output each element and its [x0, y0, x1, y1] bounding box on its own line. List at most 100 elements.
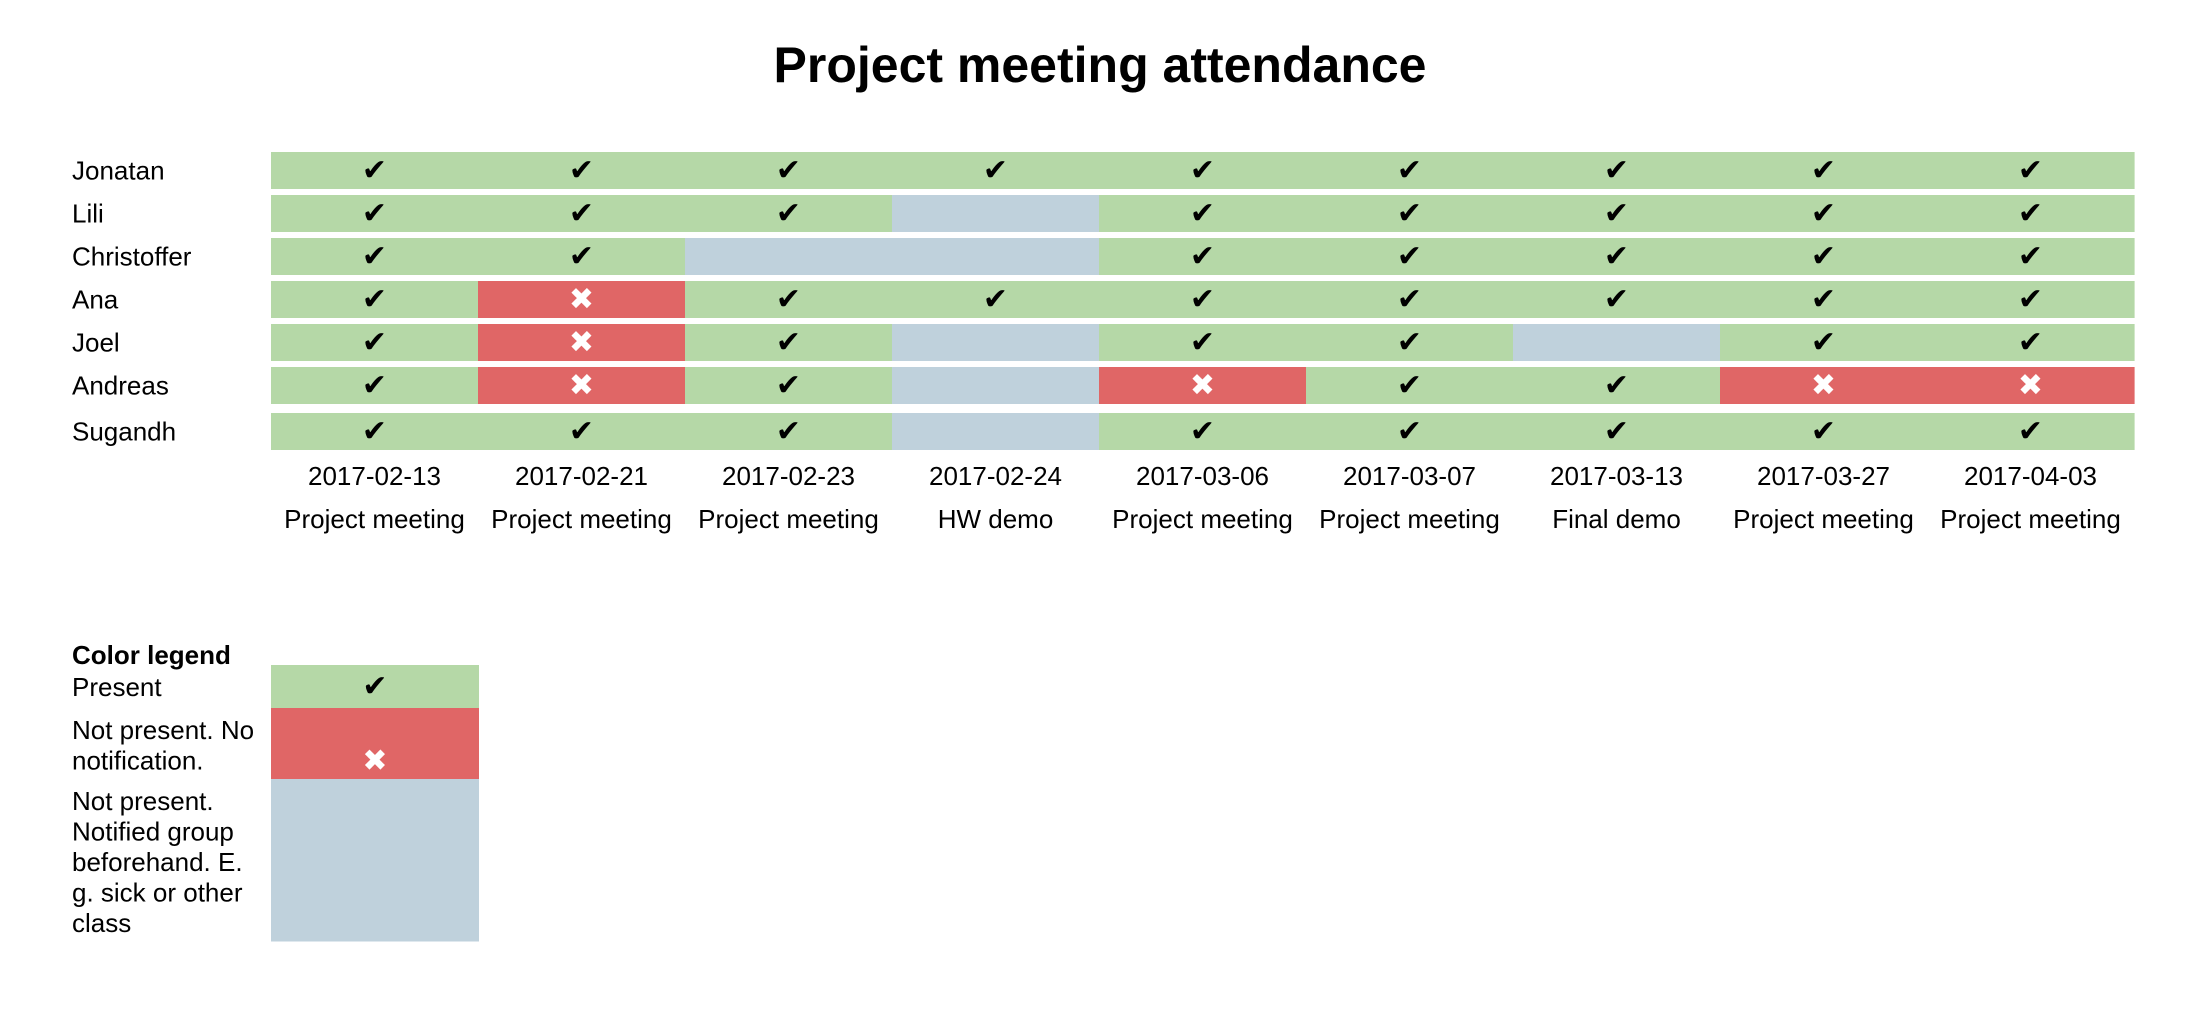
checkmark-icon: ✔ — [1604, 369, 1629, 402]
row-label-christoffer: Christoffer — [72, 242, 192, 272]
attendance-cell-present — [1513, 152, 1721, 189]
checkmark-icon: ✔ — [1811, 240, 1836, 273]
cross-icon: ✖ — [569, 369, 594, 402]
checkmark-icon: ✔ — [1190, 240, 1215, 273]
attendance-cell-absent_no_notice — [478, 367, 686, 404]
attendance-cell-absent_notified — [685, 238, 893, 275]
checkmark-icon: ✔ — [362, 369, 387, 402]
attendance-cell-present — [1099, 152, 1307, 189]
checkmark-icon: ✔ — [569, 415, 594, 448]
checkmark-icon: ✔ — [569, 197, 594, 230]
attendance-cell-present — [271, 152, 479, 189]
checkmark-icon: ✔ — [1397, 415, 1422, 448]
legend-label-line: notification. — [72, 746, 204, 776]
event-tick-label: Project meeting — [1733, 504, 1914, 534]
checkmark-icon: ✔ — [1604, 283, 1629, 316]
event-tick-label: Project meeting — [1940, 504, 2121, 534]
checkmark-icon: ✔ — [1811, 415, 1836, 448]
attendance-cell-present — [1099, 413, 1307, 450]
checkmark-icon: ✔ — [1190, 415, 1215, 448]
attendance-cell-absent_no_notice — [1720, 367, 1928, 404]
attendance-cell-present — [271, 195, 479, 232]
checkmark-icon: ✔ — [569, 240, 594, 273]
checkmark-icon: ✔ — [1190, 197, 1215, 230]
event-tick-label: Project meeting — [1319, 504, 1500, 534]
event-tick-label: HW demo — [938, 504, 1054, 534]
attendance-cell-present — [478, 195, 686, 232]
checkmark-icon: ✔ — [2018, 240, 2043, 273]
attendance-cell-present — [1306, 238, 1514, 275]
event-tick-label: Project meeting — [1112, 504, 1293, 534]
checkmark-icon: ✔ — [776, 415, 801, 448]
date-tick-label: 2017-02-24 — [929, 461, 1062, 491]
row-label-andreas: Andreas — [72, 371, 169, 401]
attendance-cell-absent_notified — [892, 195, 1100, 232]
date-tick-label: 2017-03-13 — [1550, 461, 1683, 491]
attendance-cell-present — [1720, 238, 1928, 275]
attendance-cell-present — [1306, 152, 1514, 189]
attendance-cell-present — [685, 324, 893, 361]
attendance-cell-present — [1099, 324, 1307, 361]
cross-icon: ✖ — [1811, 369, 1836, 402]
attendance-cell-present — [271, 281, 479, 318]
checkmark-icon: ✔ — [1397, 240, 1422, 273]
attendance-cell-present — [685, 152, 893, 189]
attendance-grid: ✔ ✔ ✔ ✔ ✔ ✔ ✔ ✔ ✔ ✔ ✔ ✔ ✔ ✔ ✔ ✔ ✔ ✔ ✔ ✔ ✔ ✔ ✔ ✔ ✔ ✖ ✔ ✔ ✔ ✔ ✔ ✔ ✔ ✔ ✖ ✔ ✔ ✔ ✔ ✔… — [271, 152, 2135, 450]
checkmark-icon: ✔ — [1190, 283, 1215, 316]
attendance-cell-present — [1927, 281, 2135, 318]
checkmark-icon: ✔ — [1190, 326, 1215, 359]
event-tick-label: Final demo — [1552, 504, 1681, 534]
attendance-cell-present — [1927, 238, 2135, 275]
checkmark-icon: ✔ — [362, 326, 387, 359]
date-tick-label: 2017-04-03 — [1964, 461, 2097, 491]
attendance-cell-absent_notified — [892, 413, 1100, 450]
checkmark-icon: ✔ — [1604, 240, 1629, 273]
attendance-cell-present — [478, 413, 686, 450]
checkmark-icon: ✔ — [776, 197, 801, 230]
attendance-cell-present — [1927, 195, 2135, 232]
attendance-cell-present — [685, 195, 893, 232]
attendance-cell-present — [1720, 195, 1928, 232]
attendance-cell-present — [1513, 195, 1721, 232]
checkmark-icon: ✔ — [1811, 283, 1836, 316]
checkmark-icon: ✔ — [1811, 326, 1836, 359]
attendance-cell-present — [1306, 324, 1514, 361]
legend-label-line: Not present. No — [72, 715, 254, 745]
attendance-cell-present — [892, 152, 1100, 189]
legend-swatch-absent_notified — [271, 779, 479, 942]
attendance-cell-present — [1720, 281, 1928, 318]
row-label-jonatan: Jonatan — [72, 156, 165, 186]
attendance-cell-absent_notified — [892, 367, 1100, 404]
attendance-cell-present — [1513, 238, 1721, 275]
attendance-cell-absent_no_notice — [478, 324, 686, 361]
cross-icon: ✖ — [362, 745, 387, 778]
attendance-cell-present — [685, 367, 893, 404]
checkmark-icon: ✔ — [1604, 415, 1629, 448]
row-labels: Jonatan Lili Christoffer Ana Joel Andreas Suga… — [72, 156, 192, 447]
x-axis-labels: 2017-02-13 Project meeting 2017-02-21 Proje… — [284, 461, 2121, 534]
attendance-cell-present — [1099, 195, 1307, 232]
event-tick-label: Project meeting — [491, 504, 672, 534]
attendance-cell-present — [478, 152, 686, 189]
checkmark-icon: ✔ — [362, 197, 387, 230]
checkmark-icon: ✔ — [362, 154, 387, 187]
checkmark-icon: ✔ — [776, 369, 801, 402]
checkmark-icon: ✔ — [776, 154, 801, 187]
attendance-cell-present — [1720, 152, 1928, 189]
attendance-cell-present — [271, 367, 479, 404]
row-label-ana: Ana — [72, 285, 119, 315]
attendance-cell-present — [1306, 413, 1514, 450]
checkmark-icon: ✔ — [2018, 197, 2043, 230]
legend-swatch-absent_no_notice — [271, 708, 479, 779]
checkmark-icon: ✔ — [776, 326, 801, 359]
attendance-cell-absent_no_notice — [1927, 367, 2135, 404]
checkmark-icon: ✔ — [1604, 197, 1629, 230]
attendance-cell-present — [271, 413, 479, 450]
checkmark-icon: ✔ — [776, 283, 801, 316]
attendance-cell-present — [892, 281, 1100, 318]
checkmark-icon: ✔ — [362, 283, 387, 316]
attendance-cell-present — [1720, 413, 1928, 450]
attendance-cell-present — [1927, 324, 2135, 361]
attendance-cell-present — [1513, 367, 1721, 404]
